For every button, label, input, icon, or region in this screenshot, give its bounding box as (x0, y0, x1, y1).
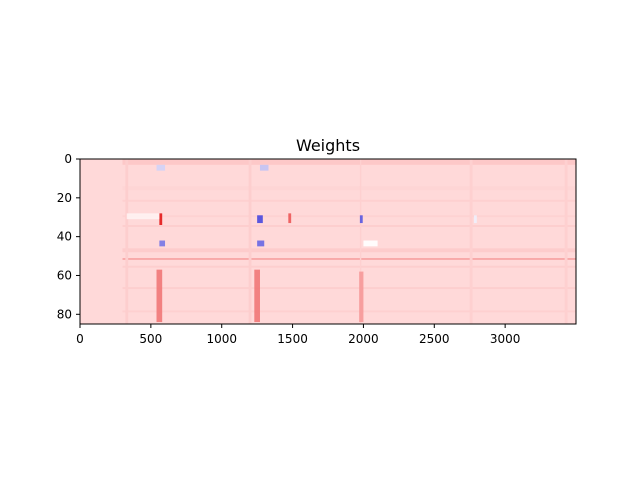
x-tick-label: 3000 (490, 332, 521, 346)
heatmap-column-band (564, 159, 568, 324)
heatmap-hotspot (363, 240, 378, 247)
heatmap-cells (80, 159, 576, 324)
heatmap-row-band (122, 310, 576, 313)
y-tick-label: 60 (57, 268, 72, 282)
y-tick-label: 80 (57, 307, 72, 321)
x-tick-label: 500 (139, 332, 162, 346)
x-tick-label: 0 (76, 332, 84, 346)
heatmap-row-band (122, 215, 576, 218)
heatmap-hotspot (259, 164, 269, 171)
heatmap-hotspot (288, 213, 292, 224)
plot-frame (79, 158, 577, 325)
heatmap-row-band (122, 199, 576, 202)
heatmap-hotspot (473, 215, 477, 224)
heatmap-hotspot (257, 240, 265, 247)
chart-title: Weights (296, 136, 360, 155)
heatmap-hotspot (156, 164, 166, 171)
heatmap-hotspot (159, 213, 163, 225)
heatmap-column-band (248, 159, 252, 324)
heatmap-row-band (122, 258, 576, 260)
heatmap-row-band (122, 265, 576, 268)
heatmap-hotspot (257, 215, 263, 224)
heatmap-row-band (122, 248, 576, 253)
heatmap-hotspot (254, 269, 260, 323)
axes: 0 500 1000 1500 2000 2500 3000 0 20 40 60 80 (57, 152, 577, 346)
heatmap-hotspot (159, 240, 166, 247)
heatmap-hotspot (359, 215, 363, 224)
y-tick-label: 40 (57, 230, 72, 244)
heatmap-hotspot (156, 269, 163, 323)
heatmap-hotspot (126, 213, 160, 220)
x-tick-label: 1000 (206, 332, 237, 346)
heatmap-column-band (125, 159, 129, 324)
heatmap-row-band (122, 186, 576, 191)
heatmap-row-band (122, 225, 576, 227)
heatmap-hotspot (359, 271, 364, 323)
heatmap-row-band (122, 242, 576, 245)
heatmap-column-band (359, 159, 362, 324)
y-tick-label: 20 (57, 191, 72, 205)
x-tick-label: 2000 (348, 332, 379, 346)
y-tick-label: 0 (64, 152, 72, 166)
heatmap-background (80, 159, 576, 324)
heatmap-row-band (122, 287, 576, 290)
heatmap-row-band (122, 159, 576, 165)
heatmap-row-band (122, 172, 576, 175)
x-tick-label: 2500 (419, 332, 450, 346)
x-tick-label: 1500 (277, 332, 308, 346)
heatmap-column-band (469, 159, 473, 324)
